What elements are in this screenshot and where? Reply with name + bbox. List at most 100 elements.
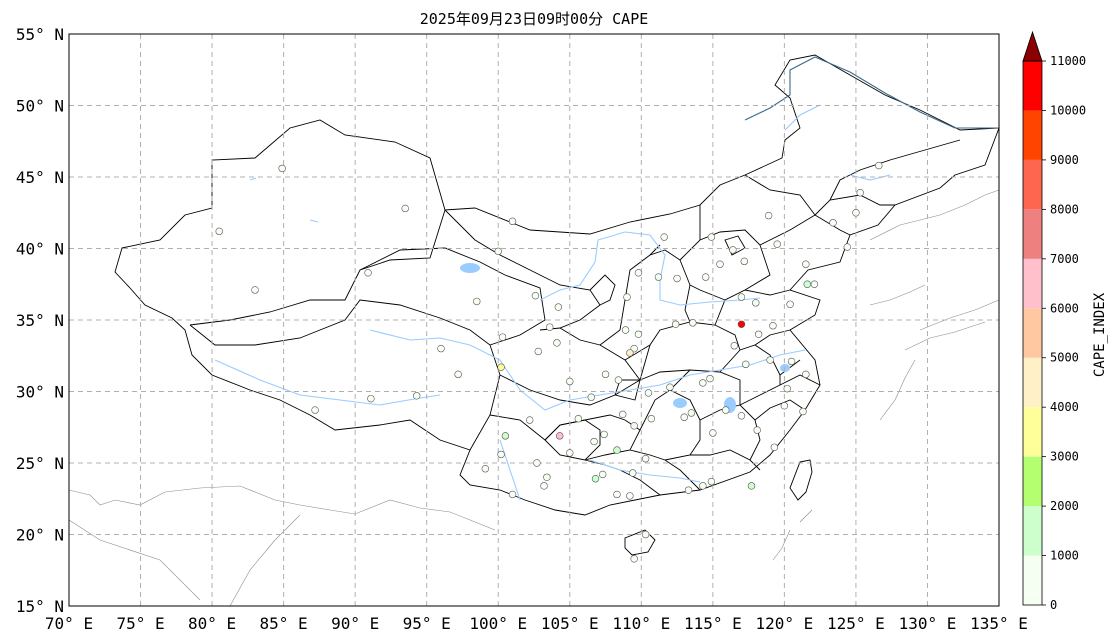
station-point bbox=[699, 379, 707, 387]
xinjiang-border bbox=[189, 209, 446, 326]
station-point bbox=[501, 432, 510, 440]
colorbar-tick-label: 11000 bbox=[1050, 54, 1086, 68]
station-point bbox=[671, 320, 680, 328]
lon-tick-label: 125° E bbox=[827, 614, 885, 633]
station-point bbox=[799, 407, 807, 416]
station-point bbox=[556, 432, 564, 440]
station-point bbox=[626, 492, 634, 500]
lat-tick-label: 25° N bbox=[16, 454, 64, 473]
lon-tick-label: 100° E bbox=[469, 614, 527, 633]
lon-tick-label: 85° E bbox=[260, 614, 308, 633]
station-point bbox=[754, 330, 763, 338]
station-point bbox=[687, 409, 696, 417]
station-point bbox=[554, 303, 563, 311]
station-point bbox=[497, 450, 505, 459]
colorbar-segment bbox=[1023, 456, 1042, 507]
station-point bbox=[875, 161, 883, 170]
shaanxi-border bbox=[599, 244, 661, 361]
lat-tick-label: 55° N bbox=[16, 25, 64, 44]
lat-tick-label: 20° N bbox=[16, 526, 64, 545]
station-point bbox=[412, 392, 421, 400]
station-point bbox=[773, 240, 781, 248]
lon-tick-label: 130° E bbox=[899, 614, 957, 633]
station-point bbox=[707, 233, 716, 241]
rivers bbox=[214, 104, 891, 501]
station-point bbox=[566, 377, 574, 386]
lon-tick-label: 75° E bbox=[116, 614, 164, 633]
station-point bbox=[852, 209, 860, 217]
lat-tick-label: 30° N bbox=[16, 383, 64, 402]
taiwan-island bbox=[789, 459, 813, 501]
lon-tick-label: 135° E bbox=[970, 614, 1028, 633]
station-point bbox=[600, 430, 608, 439]
northeast-border-river bbox=[744, 56, 999, 129]
station-point bbox=[829, 219, 837, 227]
colorbar-segment bbox=[1023, 555, 1042, 605]
qinghai-border bbox=[359, 247, 546, 346]
station-point bbox=[613, 446, 621, 454]
station-point bbox=[614, 376, 623, 384]
tarim-river bbox=[249, 177, 319, 223]
lat-tick-label: 50° N bbox=[16, 97, 64, 116]
map-panel bbox=[68, 33, 1000, 607]
station-point bbox=[494, 247, 502, 256]
station-point bbox=[810, 280, 819, 288]
lat-tick-label: 35° N bbox=[16, 311, 64, 330]
colorbar-tick-label: 7000 bbox=[1050, 252, 1079, 266]
station-point bbox=[251, 286, 259, 294]
colorbar-frame bbox=[1022, 60, 1043, 606]
colorbar-segment bbox=[1023, 308, 1042, 358]
lon-tick-label: 110° E bbox=[612, 614, 670, 633]
colorbar-segment bbox=[1023, 209, 1042, 259]
station-point bbox=[543, 473, 551, 481]
station-point bbox=[803, 280, 811, 288]
station-point bbox=[742, 360, 750, 369]
station-point bbox=[752, 299, 760, 307]
colorbar-extend-arrow bbox=[1022, 30, 1043, 62]
station-point bbox=[454, 370, 462, 379]
colorbar-label: CAPE_INDEX bbox=[1092, 292, 1108, 377]
colorbar-segment bbox=[1023, 258, 1042, 309]
station-point bbox=[626, 349, 634, 357]
colorbar-segment bbox=[1023, 407, 1042, 457]
station-point bbox=[780, 402, 789, 410]
station-point bbox=[641, 455, 650, 463]
station-point bbox=[730, 342, 739, 350]
colorbar: 0 1000 2000 3000 4000 5000 6000 7000 8000 9000 100… bbox=[1022, 30, 1086, 612]
colorbar-segment bbox=[1023, 61, 1042, 111]
station-point bbox=[598, 470, 607, 479]
station-point bbox=[770, 443, 779, 451]
heilongjiang-border bbox=[829, 139, 961, 201]
colorbar-tick-label: 1000 bbox=[1050, 549, 1079, 563]
colorbar-tick-label: 10000 bbox=[1050, 103, 1086, 117]
station-point bbox=[787, 357, 796, 366]
inner-mongolia-border bbox=[699, 174, 816, 240]
ningxia-border bbox=[589, 274, 616, 306]
station-point bbox=[641, 530, 650, 539]
lon-tick-label: 115° E bbox=[684, 614, 742, 633]
station-point bbox=[843, 243, 852, 251]
longitude-axis: 70° E 75° E 80° E 85° E 90° E 95° E 100° E 105°… bbox=[45, 614, 1028, 633]
station-point bbox=[623, 293, 631, 301]
pearl-river bbox=[589, 459, 701, 483]
hainan-island bbox=[624, 529, 656, 556]
station-point bbox=[508, 490, 517, 499]
station-markers bbox=[215, 161, 883, 563]
station-point bbox=[534, 347, 542, 356]
dongting-lake bbox=[673, 398, 687, 408]
lon-tick-label: 105° E bbox=[541, 614, 599, 633]
station-point bbox=[654, 273, 663, 281]
station-point bbox=[709, 429, 717, 437]
station-point bbox=[473, 297, 481, 306]
sichuan-border bbox=[499, 327, 641, 406]
station-point bbox=[660, 233, 668, 241]
station-point bbox=[707, 477, 716, 486]
station-point bbox=[706, 374, 714, 383]
station-point bbox=[533, 459, 541, 467]
guizhou-border bbox=[544, 414, 641, 461]
station-point bbox=[764, 211, 773, 220]
colorbar-tick-label: 5000 bbox=[1050, 351, 1079, 365]
station-point bbox=[737, 293, 746, 301]
station-point bbox=[497, 363, 505, 371]
